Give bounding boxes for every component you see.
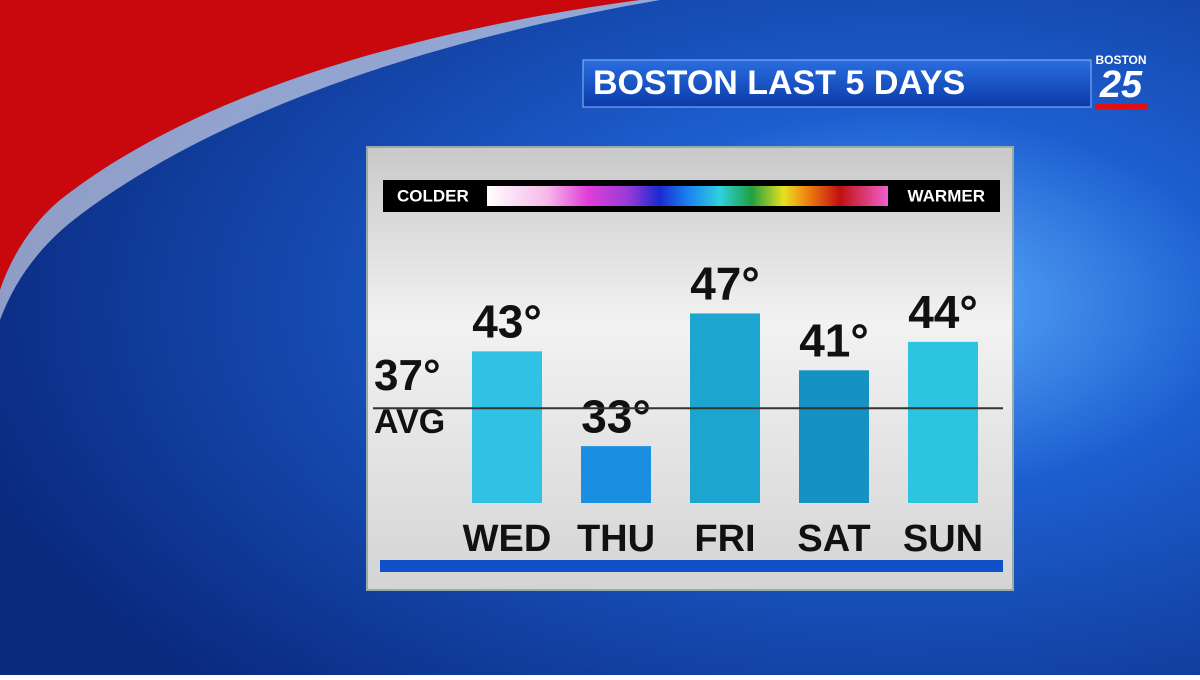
x-tick-label: FRI — [694, 518, 755, 560]
average-label: 37° — [374, 351, 441, 400]
legend-low: COLDER — [397, 186, 469, 205]
x-tick-label: SAT — [797, 518, 870, 560]
logo-number: 25 — [1099, 64, 1143, 106]
red-swoosh — [0, 0, 640, 290]
x-tick-label: WED — [463, 518, 552, 560]
spectrum — [487, 186, 888, 206]
x-tick-label: SUN — [903, 518, 983, 560]
x-tick-label: THU — [577, 518, 655, 560]
bar — [908, 341, 978, 503]
average-text: AVG — [374, 403, 445, 441]
bottom-bar — [380, 560, 1003, 572]
bar — [581, 446, 651, 503]
value-label: 44° — [908, 286, 978, 338]
logo-text: BOSTON — [1095, 53, 1146, 67]
bar — [799, 370, 869, 503]
value-label: 33° — [581, 390, 651, 442]
title-banner — [582, 59, 1092, 108]
legend-high: WARMER — [908, 186, 985, 205]
bar — [472, 351, 542, 503]
value-label: 41° — [799, 314, 869, 366]
logo-bar — [1095, 104, 1148, 109]
chart-title: BOSTON LAST 5 DAYS — [593, 64, 965, 102]
value-label: 43° — [472, 296, 542, 348]
value-label: 47° — [690, 258, 760, 310]
swoosh-edge — [0, 0, 660, 320]
